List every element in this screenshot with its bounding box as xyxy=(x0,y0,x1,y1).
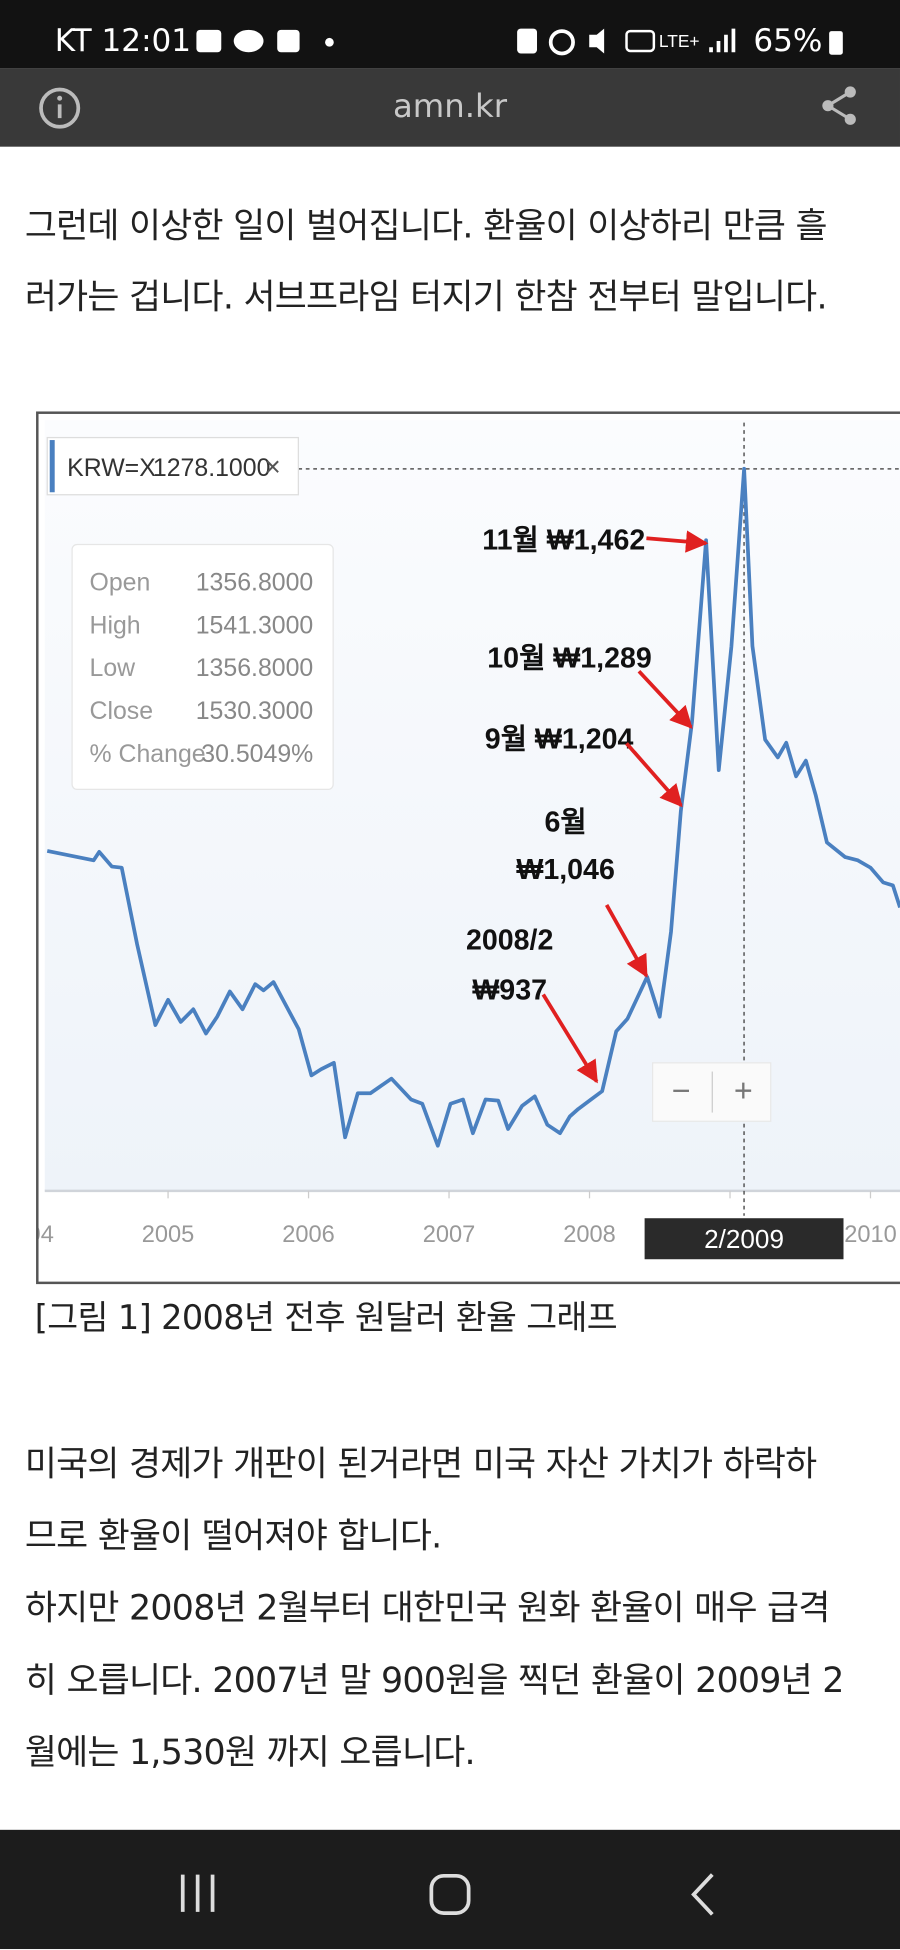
zoom-out[interactable]: − xyxy=(672,1072,691,1108)
ohlc-label: Low xyxy=(90,654,137,682)
ohlc-value: 1356.8000 xyxy=(196,654,314,682)
x-tick-label: 2004 xyxy=(1,1222,54,1248)
chart-figure: 20042005200620072008200920102/2009KRW=X1… xyxy=(1,411,900,1285)
ohlc-value: 1541.3000 xyxy=(196,611,314,639)
ohlc-label: Open xyxy=(90,568,151,596)
status-bar: KT 12:01 LTE+ 65% xyxy=(0,0,900,69)
status-icons xyxy=(196,29,334,53)
info-button[interactable] xyxy=(37,86,82,131)
x-tick-label: 2008 xyxy=(563,1222,616,1248)
annotation: 11월 ₩1,462 xyxy=(482,524,645,556)
crosshair-label: 2/2009 xyxy=(704,1224,784,1254)
ohlc-value: 1356.8000 xyxy=(196,568,314,596)
annotation: 2008/2 xyxy=(466,925,553,957)
url-text[interactable]: amn.kr xyxy=(392,88,508,126)
recent-apps-button[interactable] xyxy=(180,1874,215,1912)
legend-box xyxy=(46,436,299,496)
annotation-arrow xyxy=(541,993,599,1084)
legend-swatch xyxy=(49,440,55,493)
paragraph-line: 므로 환율이 떨어져야 합니다. xyxy=(24,1515,442,1557)
paragraph-line: 히 오릅니다. 2007년 말 900원을 찍던 환율이 2009년 2 xyxy=(24,1659,845,1701)
annotation-arrow xyxy=(605,904,649,978)
ohlc-label: % Change xyxy=(90,740,206,768)
battery-icon xyxy=(829,31,843,55)
annotation: ₩937 xyxy=(472,974,547,1006)
status-right-icons: LTE+ xyxy=(517,28,736,56)
ohlc-value: 1530.3000 xyxy=(196,697,314,725)
x-tick-label: 2006 xyxy=(282,1222,335,1248)
annotation-arrow xyxy=(637,669,693,729)
x-tick-label: 2005 xyxy=(142,1222,195,1248)
annotation: ₩1,046 xyxy=(516,854,615,886)
paragraph-line: 미국의 경제가 개판이 된거라면 미국 자산 가치가 하락하 xyxy=(24,1443,817,1485)
annotation-arrow xyxy=(646,530,709,553)
annotation: 10월 ₩1,289 xyxy=(487,643,652,675)
ohlc-label: High xyxy=(90,611,141,639)
home-button[interactable] xyxy=(429,1873,471,1915)
legend-symbol: KRW=X xyxy=(67,454,156,482)
status-time: KT 12:01 xyxy=(54,22,192,59)
navigation-bar xyxy=(0,1829,900,1950)
x-tick-label: 2010 xyxy=(844,1222,897,1248)
figure-caption: [그림 1] 2008년 전후 원달러 환율 그래프 xyxy=(34,1299,618,1338)
ohlc-label: Close xyxy=(90,697,154,725)
annotation: 6월 xyxy=(545,807,587,839)
crosshair-badge xyxy=(644,1218,844,1260)
annotation-arrow xyxy=(625,742,683,808)
ohlc-value: 30.5049% xyxy=(201,740,313,768)
nav-icons xyxy=(180,1873,714,1916)
plot-area xyxy=(44,420,900,1191)
x-tick-label: 2007 xyxy=(423,1222,476,1248)
battery-percent: 65% xyxy=(753,22,823,59)
annotation: 9월 ₩1,204 xyxy=(485,723,634,755)
paragraph-line: 러가는 겁니다. 서브프라임 터지기 한참 전부터 말입니다. xyxy=(24,275,828,317)
back-button[interactable] xyxy=(691,1873,714,1916)
paragraph-line: 하지만 2008년 2월부터 대한민국 원화 환율이 매우 급격 xyxy=(24,1587,831,1629)
legend-value: 1278.1000 xyxy=(153,454,271,482)
legend-close[interactable]: × xyxy=(265,451,281,482)
paragraph-line: 그런데 이상한 일이 벌어집니다. 환율이 이상하리 만큼 흘 xyxy=(24,205,828,247)
zoom-in[interactable]: + xyxy=(734,1072,753,1108)
url-bar: amn.kr xyxy=(0,68,900,147)
share-button[interactable] xyxy=(818,83,863,128)
ohlc-panel xyxy=(71,543,334,790)
price-line xyxy=(46,466,900,1148)
paragraph-line: 월에는 1,530원 까지 오릅니다. xyxy=(24,1731,476,1773)
svg-text:LTE+: LTE+ xyxy=(659,31,700,51)
